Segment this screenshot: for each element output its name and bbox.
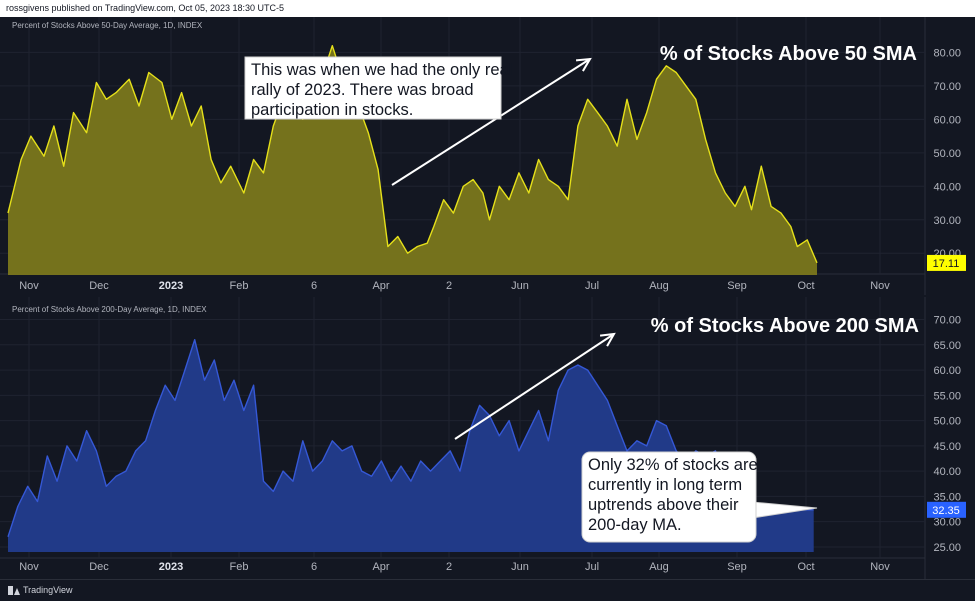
x-tick-label: Dec	[89, 561, 109, 573]
annotation-line: uptrends above their	[588, 496, 739, 514]
x-tick-label: Apr	[372, 561, 389, 573]
tradingview-label: TradingView	[23, 585, 73, 595]
publisher-bar: rossgivens published on TradingView.com,…	[0, 0, 975, 17]
y-tick-label: 40.00	[933, 181, 961, 193]
chart-title: % of Stocks Above 50 SMA	[660, 43, 917, 65]
y-tick-label: 70.00	[933, 81, 961, 93]
annotation-box	[244, 56, 502, 120]
x-tick-label: 2	[446, 561, 452, 573]
annotation-line: currently in long term	[588, 476, 742, 494]
x-tick-label: Sep	[727, 561, 747, 573]
last-value-badge	[927, 501, 966, 518]
footer-bar: TradingView	[0, 579, 975, 601]
x-tick-label: Jul	[585, 280, 599, 292]
x-tick-label: Apr	[372, 280, 389, 292]
y-tick-label: 70.00	[933, 315, 961, 327]
x-tick-label: Aug	[649, 561, 669, 573]
tradingview-brand[interactable]: TradingView	[8, 585, 73, 595]
x-tick-label: Dec	[89, 280, 109, 292]
annotation-line: 200-day MA.	[588, 516, 682, 534]
annotation-line: rally of 2023. There was broad	[251, 81, 474, 99]
last-value-label: 17.11	[933, 258, 960, 270]
y-tick-label: 50.00	[933, 148, 961, 160]
y-tick-label: 65.00	[933, 340, 961, 352]
y-tick-label: 60.00	[933, 365, 961, 377]
x-tick-label: Jun	[511, 280, 529, 292]
series-line	[7, 45, 818, 264]
y-tick-label: 35.00	[933, 491, 961, 503]
x-tick-label: Feb	[230, 280, 249, 292]
y-tick-label: 40.00	[933, 466, 961, 478]
x-tick-label: Nov	[870, 280, 890, 292]
annotation-line: This was when we had the only real	[251, 61, 512, 79]
x-tick-label: Aug	[649, 280, 669, 292]
x-tick-label: 6	[311, 561, 317, 573]
chart-pane-50sma[interactable]: 80.00 70.00 60.00 50.00 40.00 30.00 20.00 Nov De…	[0, 17, 975, 295]
legend-label: Percent of Stocks Above 50-Day Average, …	[12, 21, 203, 30]
x-tick-label: Jun	[511, 561, 529, 573]
x-tick-label: Oct	[797, 280, 814, 292]
y-tick-label: 30.00	[933, 215, 961, 227]
y-tick-label: 25.00	[933, 542, 961, 554]
annotation-text: Only 32% of stocks are currently in long …	[588, 456, 758, 534]
area-fill	[8, 45, 817, 276]
trend-arrow-head	[599, 332, 616, 347]
chart-200sma[interactable]: 70.00 65.00 60.00 55.00 50.00 45.00 40.00 35.00…	[0, 297, 975, 579]
trend-arrow	[391, 58, 591, 186]
y-tick-label: 80.00	[933, 47, 961, 59]
x-tick-label: 2023	[159, 280, 183, 292]
y-tick-label: 30.00	[933, 517, 961, 529]
trend-arrow	[454, 333, 615, 440]
x-tick-label: Nov	[870, 561, 890, 573]
x-tick-label: Feb	[230, 561, 249, 573]
annotation-line: Only 32% of stocks are	[588, 456, 758, 474]
y-tick-label: 60.00	[933, 114, 961, 126]
x-tick-label: Oct	[797, 561, 814, 573]
x-tick-label: Nov	[19, 561, 39, 573]
x-tick-label: Sep	[727, 280, 747, 292]
chart-title: % of Stocks Above 200 SMA	[651, 315, 919, 337]
annotation-text: This was when we had the only real rally …	[251, 61, 512, 119]
last-value-label: 32.35	[932, 505, 960, 517]
y-tick-label: 45.00	[933, 441, 961, 453]
tradingview-logo-icon	[8, 585, 20, 595]
annotation-box	[581, 451, 757, 543]
chart-pane-200sma[interactable]: 70.00 65.00 60.00 55.00 50.00 45.00 40.00 35.00…	[0, 297, 975, 579]
x-tick-label: Nov	[19, 280, 39, 292]
last-value-badge	[927, 254, 966, 271]
trend-arrow-head	[575, 57, 592, 72]
x-tick-label: Jul	[585, 561, 599, 573]
legend-label: Percent of Stocks Above 200-Day Average,…	[12, 305, 207, 314]
y-tick-label: 50.00	[933, 416, 961, 428]
x-tick-label: 2023	[159, 561, 183, 573]
annotation-line: participation in stocks.	[251, 101, 413, 119]
publisher-text: rossgivens published on TradingView.com,…	[6, 3, 284, 13]
y-tick-label: 55.00	[933, 390, 961, 402]
x-tick-label: 2	[446, 280, 452, 292]
x-tick-label: 6	[311, 280, 317, 292]
